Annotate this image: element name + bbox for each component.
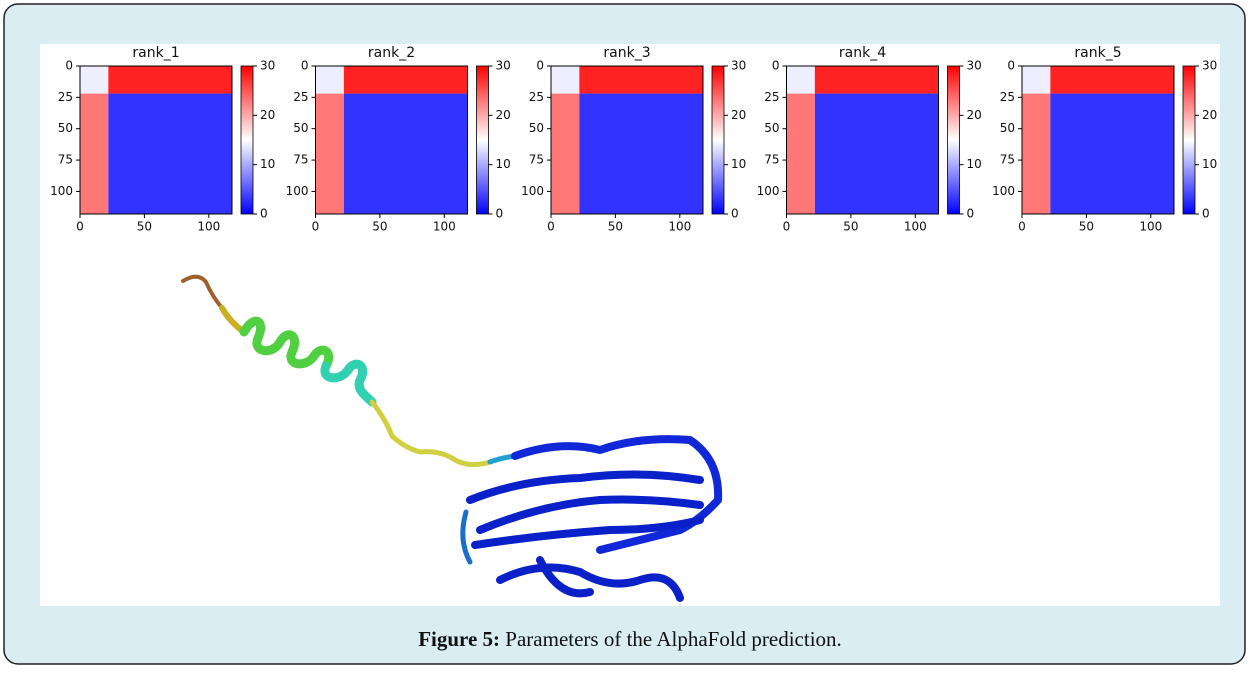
colorbar-tick-label: 0	[496, 207, 504, 221]
heatmap-cell	[815, 66, 939, 94]
y-tick-label: 25	[529, 90, 544, 104]
colorbar-tick-label: 10	[260, 157, 275, 171]
heatmap-cell	[80, 66, 108, 94]
x-tick-label: 100	[433, 220, 456, 234]
chart-title: rank_2	[368, 45, 415, 61]
colorbar-tick-label: 20	[731, 108, 746, 122]
y-tick-label: 75	[293, 153, 308, 167]
y-tick-label: 75	[764, 153, 779, 167]
caption-text: Parameters of the AlphaFold prediction.	[505, 627, 842, 651]
x-tick-label: 100	[1139, 220, 1162, 234]
colorbar-tick-label: 10	[1202, 157, 1217, 171]
y-tick-label: 100	[286, 184, 309, 198]
chart-title: rank_4	[839, 45, 886, 61]
colorbar-tick-label: 0	[967, 207, 975, 221]
x-tick-label: 0	[1018, 220, 1026, 234]
heatmap-cell	[344, 94, 468, 214]
y-tick-label: 50	[1000, 121, 1015, 135]
colorbar-tick-label: 0	[260, 207, 268, 221]
y-tick-label: 50	[764, 121, 779, 135]
x-tick-label: 0	[312, 220, 320, 234]
colorbar-tick-label: 30	[260, 59, 275, 73]
y-tick-label: 0	[301, 59, 309, 73]
y-tick-label: 75	[1000, 153, 1015, 167]
y-tick-label: 0	[1007, 59, 1015, 73]
y-tick-label: 50	[293, 121, 308, 135]
y-tick-label: 50	[529, 121, 544, 135]
y-tick-label: 100	[50, 184, 73, 198]
heatmap-cell	[1050, 66, 1174, 94]
x-tick-label: 100	[197, 220, 220, 234]
heatmap-cell	[108, 66, 232, 94]
colorbar	[477, 66, 489, 214]
colorbar-tick-label: 20	[260, 108, 275, 122]
y-tick-label: 100	[521, 184, 544, 198]
x-tick-label: 100	[668, 220, 691, 234]
colorbar-tick-label: 10	[731, 157, 746, 171]
x-tick-label: 50	[372, 220, 387, 234]
colorbar-tick-label: 30	[967, 59, 982, 73]
chart-title: rank_1	[132, 45, 179, 61]
colorbar-tick-label: 30	[731, 59, 746, 73]
x-tick-label: 100	[904, 220, 927, 234]
heatmap-cell	[579, 66, 703, 94]
y-tick-label: 100	[757, 184, 780, 198]
colorbar	[241, 66, 253, 214]
colorbar-tick-label: 20	[1202, 108, 1217, 122]
y-tick-label: 0	[65, 59, 73, 73]
heatmap-cell	[815, 94, 939, 214]
x-tick-label: 50	[608, 220, 623, 234]
colorbar-tick-label: 30	[1202, 59, 1217, 73]
heatmap-cell	[80, 94, 108, 214]
caption: Figure 5: Parameters of the AlphaFold pr…	[418, 627, 842, 651]
colorbar	[1183, 66, 1195, 214]
y-tick-label: 75	[529, 153, 544, 167]
y-tick-label: 100	[992, 184, 1015, 198]
x-tick-label: 0	[547, 220, 555, 234]
x-tick-label: 50	[1079, 220, 1094, 234]
y-tick-label: 25	[764, 90, 779, 104]
y-tick-label: 25	[1000, 90, 1015, 104]
x-tick-label: 50	[137, 220, 152, 234]
colorbar	[948, 66, 960, 214]
x-tick-label: 0	[76, 220, 84, 234]
heatmap-cell	[787, 94, 815, 214]
caption-label: Figure 5:	[418, 627, 500, 651]
colorbar-tick-label: 30	[496, 59, 511, 73]
heatmap-cell	[316, 94, 344, 214]
heatmap-cell	[344, 66, 468, 94]
chart-title: rank_3	[603, 45, 650, 61]
heatmap-cell	[551, 66, 579, 94]
colorbar-tick-label: 20	[496, 108, 511, 122]
y-tick-label: 0	[536, 59, 544, 73]
heatmap-cell	[551, 94, 579, 214]
figure: Figure 5: Parameters of the AlphaFold pr…	[0, 0, 1249, 668]
colorbar-tick-label: 20	[967, 108, 982, 122]
chart-title: rank_5	[1074, 45, 1121, 61]
x-tick-label: 0	[783, 220, 791, 234]
heatmap-cell	[316, 66, 344, 94]
y-tick-label: 50	[58, 121, 73, 135]
colorbar-tick-label: 10	[496, 157, 511, 171]
x-tick-label: 50	[843, 220, 858, 234]
heatmap-cell	[108, 94, 232, 214]
colorbar-tick-label: 0	[731, 207, 739, 221]
heatmap-cell	[1022, 94, 1050, 214]
heatmap-cell	[579, 94, 703, 214]
y-tick-label: 0	[772, 59, 780, 73]
y-tick-label: 25	[58, 90, 73, 104]
colorbar	[712, 66, 724, 214]
y-tick-label: 75	[58, 153, 73, 167]
heatmap-cell	[1050, 94, 1174, 214]
colorbar-tick-label: 10	[967, 157, 982, 171]
colorbar-tick-label: 0	[1202, 207, 1210, 221]
y-tick-label: 25	[293, 90, 308, 104]
heatmap-cell	[787, 66, 815, 94]
heatmap-cell	[1022, 66, 1050, 94]
